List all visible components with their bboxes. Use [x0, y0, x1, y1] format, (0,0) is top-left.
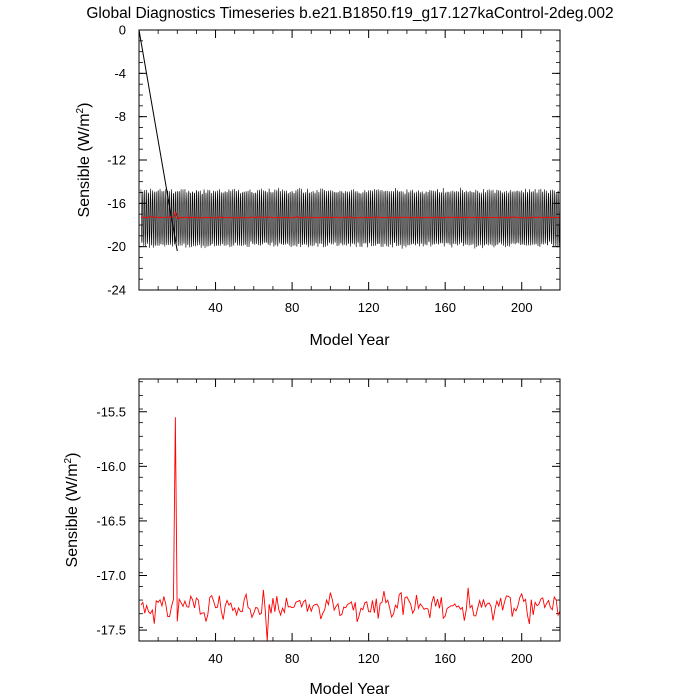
plot-frame-top	[138, 29, 561, 291]
main-title: Global Diagnostics Timeseries b.e21.B185…	[86, 5, 613, 22]
x-tick-label: 40	[208, 300, 222, 315]
y-tick-label: 0	[119, 23, 126, 38]
x-tick-label: 120	[358, 300, 380, 315]
y-tick-label: -15.5	[96, 404, 126, 419]
plot-frame-bottom	[138, 378, 561, 642]
y-ticks-bottom: -15.5 -16.0 -16.5 -17.0 -17.5	[96, 381, 560, 642]
x-tick-label: 120	[358, 651, 380, 666]
x-axis-title-bottom: Model Year	[309, 681, 390, 698]
x-tick-label: 200	[511, 651, 533, 666]
x-tick-label: 40	[208, 651, 222, 666]
y-ticks-top: 0 -4 -8 -12 -16 -20 -24	[107, 23, 560, 298]
y-tick-label: -16	[107, 196, 126, 211]
monthly-series-line	[140, 187, 561, 249]
x-ticks-top: 40 80 120 160 200	[157, 30, 542, 315]
y-axis-title-bottom: Sensible (W/m2)	[63, 453, 81, 568]
y-tick-label: -12	[107, 153, 126, 168]
series-lines-top	[138, 29, 561, 252]
y-tick-label: -17.0	[96, 568, 126, 583]
y-tick-label: -4	[114, 66, 126, 81]
x-ticks-bottom: 40 80 120 160 200	[157, 379, 542, 666]
x-tick-label: 80	[285, 300, 299, 315]
panel-top-monthly: 0 -4 -8 -12 -16 -20 -24 40 80 120 160 200 Model Ye…	[75, 23, 561, 349]
x-tick-label: 160	[434, 651, 456, 666]
y-tick-label: -20	[107, 239, 126, 254]
y-tick-label: -16.0	[96, 459, 126, 474]
y-tick-label: -24	[107, 283, 126, 298]
y-axis-title-top: Sensible (W/m2)	[75, 103, 93, 218]
monthly-startup-segment	[138, 29, 178, 252]
annual-mean-line-bottom	[140, 417, 561, 642]
annual-mean-line-top	[140, 210, 561, 220]
y-tick-label: -16.5	[96, 513, 126, 528]
y-tick-label: -8	[114, 109, 126, 124]
x-axis-title-top: Model Year	[309, 332, 390, 349]
y-tick-label: -17.5	[96, 623, 126, 638]
x-tick-label: 160	[434, 300, 456, 315]
series-lines-bottom	[140, 417, 561, 642]
panel-bottom-annual: -15.5-16.0-16.5-17.0-17.5 40 80 120 160 200 …	[63, 378, 561, 698]
x-tick-label: 200	[511, 300, 533, 315]
x-tick-label: 80	[285, 651, 299, 666]
